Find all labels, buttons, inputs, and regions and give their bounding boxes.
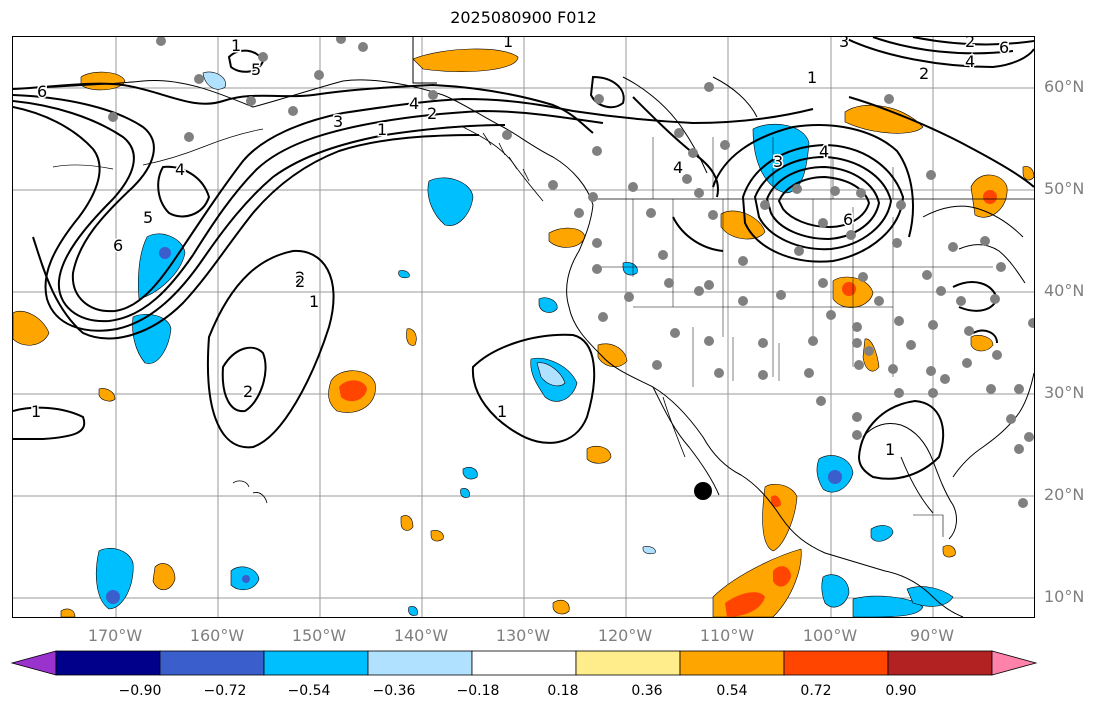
colorbar-segment: [55, 650, 161, 676]
contour-label: 1: [503, 37, 513, 51]
colorbar-tick-label: 0.36: [631, 683, 663, 699]
contour-label: 4: [965, 52, 975, 71]
colorbar-segment: [471, 650, 577, 676]
colorbar-tick-label: −0.18: [456, 683, 500, 699]
contour-label: 2: [295, 268, 305, 287]
map-canvas: 6 5 1 4 3 1 4 2 6 5 4 6 1 2 3 4 1 2 6 3 …: [13, 37, 1034, 617]
lon-label: 170°W: [87, 626, 143, 645]
lat-label: 20°N: [1044, 485, 1085, 504]
contour-label: 4: [673, 158, 683, 177]
contour-label: 1: [807, 68, 817, 87]
contour-label: 5: [143, 208, 153, 227]
lon-label: 90°W: [909, 626, 955, 645]
colorbar-segment: [10, 650, 57, 676]
contour-label: 2: [427, 104, 437, 123]
colorbar-tick-label: 0.18: [547, 683, 579, 699]
contour-label: 4: [409, 94, 419, 113]
contour-label: 1: [309, 292, 319, 311]
colorbar-tick-label: −0.36: [372, 683, 416, 699]
lon-label: 100°W: [802, 626, 858, 645]
contour-label: 4: [175, 160, 185, 179]
contour-label: 6: [113, 236, 123, 255]
colorbar-tick-label: −0.72: [203, 683, 247, 699]
contour-labels: 6 5 1 4 3 1 4 2 6 5 4 6 1 2 3 4 1 2 6 3 …: [30, 37, 1011, 461]
colorbar-segment: [263, 650, 369, 676]
colorbar-tick-label: 0.90: [885, 683, 917, 699]
lon-label: 140°W: [393, 626, 449, 645]
contour-label: 2: [965, 37, 975, 51]
map-panel: 6 5 1 4 3 1 4 2 6 5 4 6 1 2 3 4 1 2 6 3 …: [12, 36, 1035, 618]
lon-label: 160°W: [189, 626, 245, 645]
colorbar-tick-label: 0.72: [800, 683, 832, 699]
colorbar-tick-label: −0.54: [287, 683, 331, 699]
contour-label: 1: [31, 402, 41, 421]
contour-label: 3: [333, 112, 343, 131]
lon-label: 150°W: [291, 626, 347, 645]
contour-label: 2: [243, 382, 253, 401]
lat-label: 60°N: [1044, 77, 1085, 96]
chart-title: 2025080900 F012: [450, 8, 597, 27]
contour-label: 1: [885, 440, 895, 459]
contour-label: 1: [231, 37, 241, 55]
colorbar-tick-label: 0.54: [716, 683, 748, 699]
contour-label: 1: [377, 120, 387, 139]
lat-label: 30°N: [1044, 383, 1085, 402]
lon-label: 130°W: [495, 626, 551, 645]
contour-label: 4: [819, 142, 829, 161]
shading-positive: [13, 48, 1034, 617]
colorbar-segment: [367, 650, 473, 676]
contour-label: 6: [37, 82, 47, 101]
colorbar-segment: [887, 650, 993, 676]
colorbar-segment: [783, 650, 889, 676]
storm-position-marker: [694, 482, 712, 500]
colorbar-segment: [159, 650, 265, 676]
lat-label: 40°N: [1044, 281, 1085, 300]
contour-label: 6: [843, 210, 853, 229]
lat-label: 50°N: [1044, 179, 1085, 198]
contour-label: 6: [999, 38, 1009, 57]
contour-label: 1: [497, 402, 507, 421]
colorbar-tick-label: −0.90: [118, 683, 162, 699]
stations: [108, 37, 1034, 508]
graticule: [13, 37, 1034, 617]
contours: [13, 37, 1034, 480]
lon-label: 110°W: [699, 626, 755, 645]
colorbar: [10, 650, 1038, 676]
lon-label: 120°W: [597, 626, 653, 645]
contour-label: 2: [295, 272, 305, 291]
colorbar-segment: [679, 650, 785, 676]
colorbar-segment: [575, 650, 681, 676]
colorbar-segment: [991, 650, 1038, 676]
contour-label: 5: [251, 60, 261, 79]
contour-label: 3: [773, 152, 783, 171]
contour-label: 2: [919, 64, 929, 83]
shading-negative: [95, 71, 954, 617]
lat-label: 10°N: [1044, 587, 1085, 606]
contour-label: 3: [839, 37, 849, 51]
